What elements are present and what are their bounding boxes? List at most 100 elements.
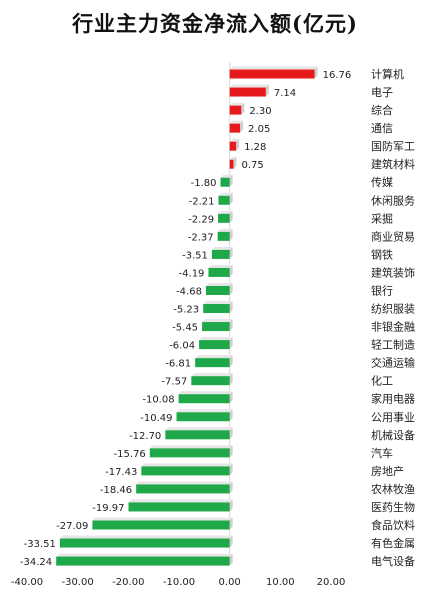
bar-top-face xyxy=(229,120,244,124)
bar-side-face xyxy=(229,409,233,422)
bar-value-label: -18.46 xyxy=(100,485,132,496)
bar-row: -17.43 房地产 xyxy=(105,463,404,478)
bar-value-label: -27.09 xyxy=(56,521,88,532)
bar-row: -1.80 传媒 xyxy=(191,174,393,189)
bar-top-face xyxy=(178,391,233,395)
bar-top-face xyxy=(229,102,245,106)
category-label: 房地产 xyxy=(371,464,404,478)
bar xyxy=(195,358,230,368)
bar-row: -6.04 轻工制造 xyxy=(169,337,415,352)
bar-top-face xyxy=(59,535,233,539)
bar-top-face xyxy=(199,337,233,341)
bar-top-face xyxy=(141,463,233,467)
x-tick-label: 0.00 xyxy=(219,577,241,588)
category-label: 非银金融 xyxy=(371,320,415,334)
bar-value-label: -2.21 xyxy=(189,196,215,207)
bar-value-label: 16.76 xyxy=(323,70,352,81)
bar-side-face xyxy=(229,319,233,332)
bar-top-face xyxy=(220,174,233,178)
bar-row: 16.76 计算机 xyxy=(229,66,404,81)
bar-value-label: 2.05 xyxy=(248,124,270,135)
bar xyxy=(136,484,230,494)
bar-side-face xyxy=(229,391,233,404)
bar xyxy=(211,249,230,259)
bar-row: 2.30 综合 xyxy=(229,102,393,117)
bar xyxy=(128,502,230,512)
bar-side-face xyxy=(314,66,318,79)
bar-side-face xyxy=(229,228,233,241)
bar-side-face xyxy=(229,337,233,350)
bar-row: -2.29 采掘 xyxy=(188,210,393,225)
bar-top-face xyxy=(218,192,233,196)
x-tick-label: -20.00 xyxy=(112,577,144,588)
category-label: 农林牧渔 xyxy=(371,482,415,496)
bar-value-label: -4.68 xyxy=(176,286,202,297)
bar xyxy=(208,267,230,277)
category-label: 医药生物 xyxy=(371,500,415,514)
bar-value-label: 0.75 xyxy=(241,160,263,171)
bar-top-face xyxy=(217,228,233,232)
bar-side-face xyxy=(265,84,269,97)
x-tick-label: 10.00 xyxy=(266,577,295,588)
category-label: 采掘 xyxy=(371,211,393,225)
bar xyxy=(229,159,234,169)
category-label: 钢铁 xyxy=(371,248,393,261)
bar-row: -10.08 家用电器 xyxy=(142,391,415,406)
category-label: 建筑材料 xyxy=(371,157,415,171)
category-label: 银行 xyxy=(371,283,393,297)
bar-value-label: 1.28 xyxy=(244,142,266,153)
category-label: 机械设备 xyxy=(371,428,415,442)
bar-row: -6.81 交通运输 xyxy=(165,355,415,370)
bar-top-face xyxy=(149,445,233,449)
bar-side-face xyxy=(229,553,233,566)
bar-row: -4.68 银行 xyxy=(176,282,393,297)
bar xyxy=(229,87,266,97)
bar-row: 0.75 建筑材料 xyxy=(229,156,415,171)
bar-value-label: -6.04 xyxy=(169,341,195,352)
bar-side-face xyxy=(229,373,233,386)
bar xyxy=(59,538,230,548)
category-label: 综合 xyxy=(371,103,393,117)
bar-top-face xyxy=(208,264,233,268)
bar-value-label: -4.19 xyxy=(179,268,205,279)
bar-side-face xyxy=(229,481,233,494)
bar-side-face xyxy=(229,445,233,458)
bar-top-face xyxy=(136,481,233,485)
category-label: 化工 xyxy=(371,374,393,388)
bar-top-face xyxy=(202,319,233,323)
bar-side-face xyxy=(229,282,233,295)
bar xyxy=(149,448,230,458)
bar-value-label: -10.08 xyxy=(142,395,174,406)
category-label: 有色金属 xyxy=(371,536,415,550)
bar xyxy=(218,195,230,205)
bar xyxy=(203,304,230,314)
bar-value-label: 2.30 xyxy=(249,106,271,117)
x-tick-label: 20.00 xyxy=(317,577,346,588)
bar xyxy=(202,322,230,332)
bar-top-face xyxy=(218,210,233,214)
bar-side-face xyxy=(229,246,233,259)
bar-side-face xyxy=(229,264,233,277)
x-tick-label: -30.00 xyxy=(62,577,94,588)
bar-top-face xyxy=(203,301,233,305)
bar-row: -10.49 公用事业 xyxy=(140,409,415,424)
bar xyxy=(199,340,230,350)
bar-value-label: -1.80 xyxy=(191,178,217,189)
bar-row: -33.51 有色金属 xyxy=(24,535,415,550)
bar-top-face xyxy=(229,66,318,70)
chart-title: 行业主力资金净流入额(亿元) xyxy=(72,11,358,36)
bar-top-face xyxy=(211,246,233,250)
bar-side-face xyxy=(233,156,237,169)
bar-side-face xyxy=(229,499,233,512)
category-label: 电子 xyxy=(371,86,393,99)
bar-value-label: -15.76 xyxy=(114,449,146,460)
bar-top-face xyxy=(128,499,233,503)
bar-top-face xyxy=(92,517,233,521)
bar xyxy=(229,123,241,133)
bar-side-face xyxy=(240,120,244,133)
bar-row: 2.05 通信 xyxy=(229,120,393,135)
bar-side-face xyxy=(241,102,245,115)
category-label: 建筑装饰 xyxy=(371,265,415,279)
bar-top-face xyxy=(191,373,233,377)
